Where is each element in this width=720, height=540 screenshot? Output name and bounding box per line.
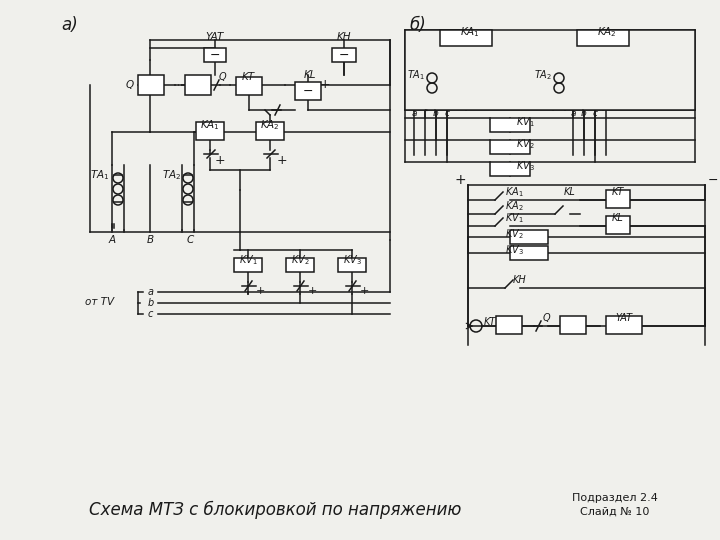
Text: b: b (581, 109, 587, 118)
Text: $TA_1$: $TA_1$ (407, 68, 425, 82)
Text: $KV_3$: $KV_3$ (505, 243, 524, 257)
Bar (405, 30, 695, 110)
Text: $KV_1$: $KV_1$ (516, 115, 535, 129)
Text: $KV_2$: $KV_2$ (516, 137, 535, 151)
Bar (256, 122, 284, 140)
Bar (338, 258, 366, 272)
Bar (606, 190, 630, 208)
Text: +: + (359, 286, 369, 296)
Bar (606, 316, 642, 334)
Text: KТ: KТ (241, 72, 255, 82)
Bar (332, 48, 356, 62)
Text: $KV_3$: $KV_3$ (516, 159, 535, 173)
Bar (196, 122, 224, 140)
Text: YAT: YAT (206, 32, 224, 42)
Text: $TA_1$: $TA_1$ (90, 168, 109, 182)
Text: C: C (186, 235, 194, 245)
Text: b: b (148, 298, 154, 308)
Text: $KA_2$: $KA_2$ (260, 118, 280, 132)
Text: a: a (411, 109, 417, 118)
Bar (204, 48, 226, 62)
Text: Слайд № 10: Слайд № 10 (580, 507, 649, 517)
Text: B: B (146, 235, 153, 245)
Text: +: + (454, 173, 466, 187)
Text: $KV_2$: $KV_2$ (291, 253, 310, 267)
Bar (577, 30, 629, 46)
Text: Q: Q (126, 80, 134, 90)
Text: $KV_2$: $KV_2$ (505, 227, 523, 241)
Text: KL: KL (612, 213, 624, 223)
Text: +: + (320, 78, 330, 91)
Text: $KA_1$: $KA_1$ (200, 118, 220, 132)
Text: c: c (444, 109, 449, 118)
Text: +: + (276, 153, 287, 166)
Bar (490, 162, 530, 176)
Text: $KA_2$: $KA_2$ (505, 199, 523, 213)
Text: KТ: KТ (612, 187, 624, 197)
Bar (510, 246, 548, 260)
Text: Подраздел 2.4: Подраздел 2.4 (572, 493, 658, 503)
Text: KН: KН (337, 32, 351, 42)
Bar (496, 316, 522, 334)
Text: KТ: KТ (484, 317, 496, 327)
Bar (234, 258, 262, 272)
Text: +: + (256, 286, 265, 296)
Text: c: c (593, 109, 598, 118)
Text: $TA_2$: $TA_2$ (163, 168, 181, 182)
Text: KL: KL (564, 187, 576, 197)
Bar (606, 216, 630, 234)
Text: $KV_3$: $KV_3$ (343, 253, 361, 267)
Text: KН: KН (513, 275, 527, 285)
Text: c: c (148, 309, 153, 319)
Text: Схема МТЗ с блокировкой по напряжению: Схема МТЗ с блокировкой по напряжению (89, 501, 462, 519)
Text: б): б) (410, 16, 426, 34)
Text: KL: KL (304, 70, 316, 80)
Text: $TA_2$: $TA_2$ (534, 68, 552, 82)
Text: −: − (338, 49, 349, 62)
Text: ": " (423, 109, 427, 118)
Text: от TV: от TV (86, 297, 114, 307)
Text: $KV_1$: $KV_1$ (238, 253, 257, 267)
Text: а): а) (62, 16, 78, 34)
Bar (286, 258, 314, 272)
Bar (440, 30, 492, 46)
Bar (490, 140, 530, 154)
Bar (185, 75, 211, 95)
Text: YAT: YAT (616, 313, 633, 323)
Text: Q: Q (218, 72, 226, 82)
Text: −: − (708, 173, 719, 186)
Text: $KA_1$: $KA_1$ (505, 185, 523, 199)
Bar (295, 82, 321, 100)
Text: a: a (148, 287, 154, 297)
Text: a: a (570, 109, 576, 118)
Text: $KV_1$: $KV_1$ (505, 211, 523, 225)
Text: $KA_1$: $KA_1$ (460, 25, 480, 39)
Text: $KA_2$: $KA_2$ (597, 25, 617, 39)
Text: Q: Q (542, 313, 550, 323)
Bar (236, 77, 262, 95)
Text: +: + (215, 153, 225, 166)
Text: +: + (307, 286, 317, 296)
Text: b: b (433, 109, 439, 118)
Bar (560, 316, 586, 334)
Bar (510, 230, 548, 244)
Text: −: − (302, 84, 313, 98)
Bar (138, 75, 164, 95)
Text: A: A (109, 235, 116, 245)
Bar (490, 118, 530, 132)
Text: −: − (210, 49, 220, 62)
